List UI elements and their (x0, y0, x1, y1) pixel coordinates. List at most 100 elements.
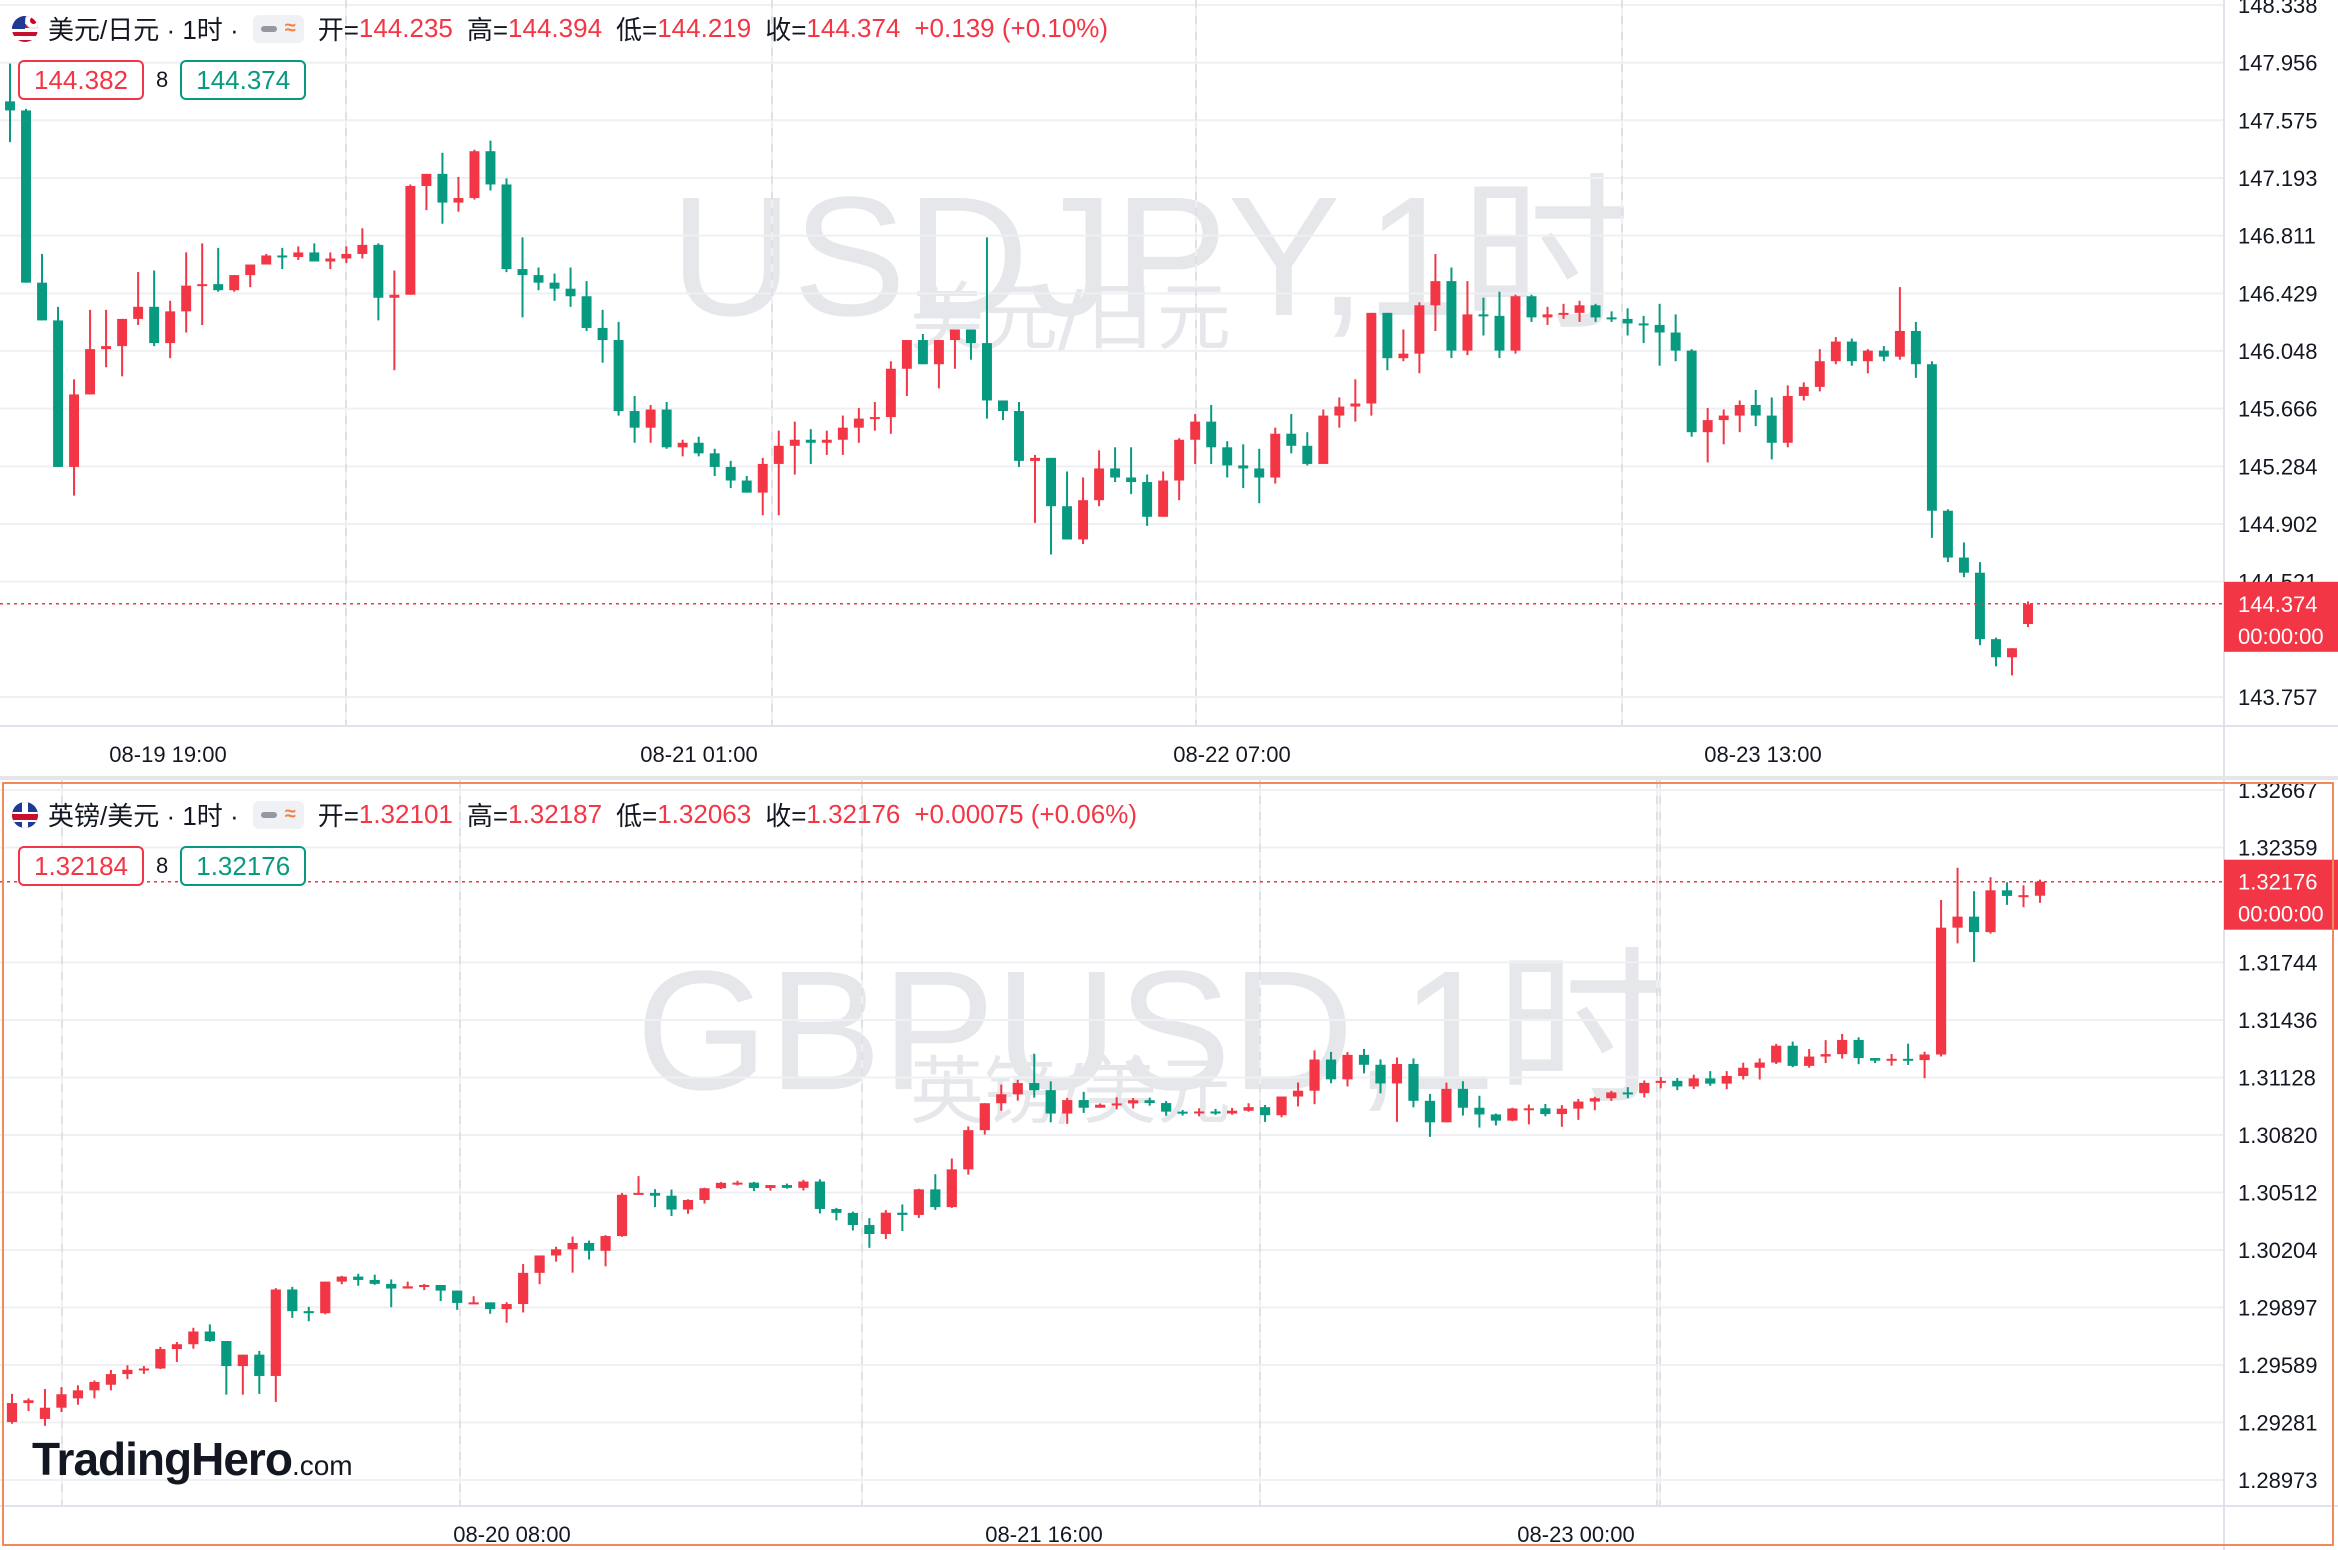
candle-body (468, 1302, 479, 1305)
candle-body (254, 1354, 265, 1376)
candle-body (1490, 1114, 1502, 1121)
candle-body (1919, 1054, 1930, 1061)
buy-button[interactable]: 1.32176 (180, 846, 307, 886)
candle-body (1158, 480, 1169, 517)
candle-body (469, 151, 480, 199)
y-tick-label: 147.956 (2238, 51, 2318, 76)
candle-body (1430, 281, 1441, 306)
candle-body (237, 1354, 248, 1367)
x-tick-label: 08-20 08:00 (453, 1522, 570, 1547)
candle-body (831, 1208, 842, 1213)
candle-body (741, 480, 752, 493)
candle-body (1958, 557, 1969, 573)
candle-body (1526, 296, 1537, 318)
candle-body (1014, 411, 1024, 461)
x-tick-label: 08-19 19:00 (109, 742, 226, 767)
candle-body (117, 318, 128, 347)
minus-icon (260, 25, 277, 32)
open-value: 1.32101 (358, 799, 453, 829)
low-label: 低= (616, 801, 658, 831)
candle-body (155, 1349, 166, 1369)
candle-body (781, 1185, 793, 1188)
candle-body (757, 463, 768, 493)
candle-body (1325, 1059, 1337, 1080)
y-tick-label: 1.29897 (2238, 1295, 2318, 1320)
indicator-toggle-button[interactable]: ≈ (252, 14, 304, 43)
x-tick-label: 08-21 01:00 (640, 742, 757, 767)
candlestick-chart-usdjpy[interactable]: 148.338 147.956 147.575 147.193 146.811 146.4… (0, 0, 2338, 776)
candle-body (369, 1279, 380, 1284)
candle-body (996, 1094, 1007, 1104)
candle-body (517, 269, 528, 276)
candle-body (2018, 895, 2029, 898)
wave-icon: ≈ (284, 17, 296, 39)
sell-button[interactable]: 144.382 (18, 60, 144, 100)
candle-body (293, 252, 304, 257)
candle-body (1375, 1064, 1386, 1084)
candle-body (405, 185, 416, 295)
brand-logo: TradingHero.com (32, 1433, 353, 1485)
y-tick-label: 145.284 (2238, 454, 2318, 479)
high-label: 高= (466, 15, 509, 45)
candle-body (1886, 1058, 1897, 1061)
candle-body (373, 244, 384, 298)
candle-body (309, 252, 320, 262)
symbol-title[interactable]: 英镑/美元 · 1时 · (48, 801, 239, 831)
candle-body (534, 1255, 545, 1273)
candle-body (1738, 1067, 1749, 1076)
close-label: 收= (765, 15, 807, 45)
candle-body (1754, 1062, 1765, 1068)
pane-separator[interactable] (0, 776, 2338, 780)
candle-body (1110, 468, 1121, 478)
candle-body (1318, 415, 1329, 464)
y-tick-label: 1.32667 (2238, 780, 2318, 803)
candlestick-chart-gbpusd[interactable]: 1.32667 1.32359 1.31744 1.31436 1.31128 1.308… (0, 780, 2338, 1550)
candle-body (105, 1374, 117, 1385)
last-price-label: 1.32176 (2238, 870, 2318, 895)
candle-body (1721, 1075, 1732, 1084)
candle-body (789, 439, 800, 446)
candle-body (1358, 1054, 1370, 1065)
candle-body (885, 368, 896, 418)
spread-value: 8 (155, 67, 169, 92)
sell-button[interactable]: 1.32184 (18, 846, 144, 886)
candle-body (565, 288, 576, 297)
chart-pane-usdjpy[interactable]: USDJPY,1时 美元/日元 148.338 147.956 147.575 147… (0, 0, 2338, 776)
candle-body (1366, 312, 1377, 404)
candle-body (917, 340, 928, 365)
candle-body (1012, 1083, 1023, 1095)
candle-body (122, 1369, 133, 1375)
candle-body (725, 466, 736, 481)
candle-body (748, 1182, 760, 1189)
candle-body (1142, 482, 1153, 517)
symbol-title[interactable]: 美元/日元 · 1时 · (48, 15, 239, 45)
candle-body (72, 1390, 84, 1399)
candle-body (567, 1242, 578, 1250)
candle-body (1177, 1111, 1188, 1114)
candle-body (1254, 468, 1265, 478)
change-value: +0.139 (+0.10%) (914, 13, 1109, 43)
y-tick-label: 147.575 (2238, 108, 2318, 133)
indicator-toggle-button[interactable]: ≈ (252, 800, 304, 829)
y-tick-label: 1.31128 (2238, 1065, 2316, 1090)
candle-body (1910, 330, 1921, 365)
candle-body (1510, 296, 1521, 351)
candle-body (1804, 1056, 1815, 1066)
y-tick-label: 1.29281 (2238, 1410, 2318, 1435)
symbol-legend: 美元/日元 · 1时 · ≈ 开= 144.235 高= 144.394 低= 144… (12, 10, 1108, 47)
candle-body (1029, 1083, 1040, 1091)
y-tick-label: 1.31436 (2238, 1008, 2318, 1033)
candle-body (597, 327, 608, 341)
candle-body (709, 453, 720, 467)
candle-body (1078, 500, 1089, 540)
candle-body (1095, 1104, 1106, 1108)
low-label: 低= (616, 15, 658, 45)
candle-body (389, 294, 400, 298)
buy-button[interactable]: 144.374 (180, 60, 307, 100)
candle-body (649, 1192, 661, 1196)
open-label: 开= (317, 15, 359, 45)
candle-body (869, 417, 880, 420)
candle-body (549, 282, 560, 289)
candle-body (501, 1304, 512, 1310)
candle-body (1062, 506, 1073, 540)
